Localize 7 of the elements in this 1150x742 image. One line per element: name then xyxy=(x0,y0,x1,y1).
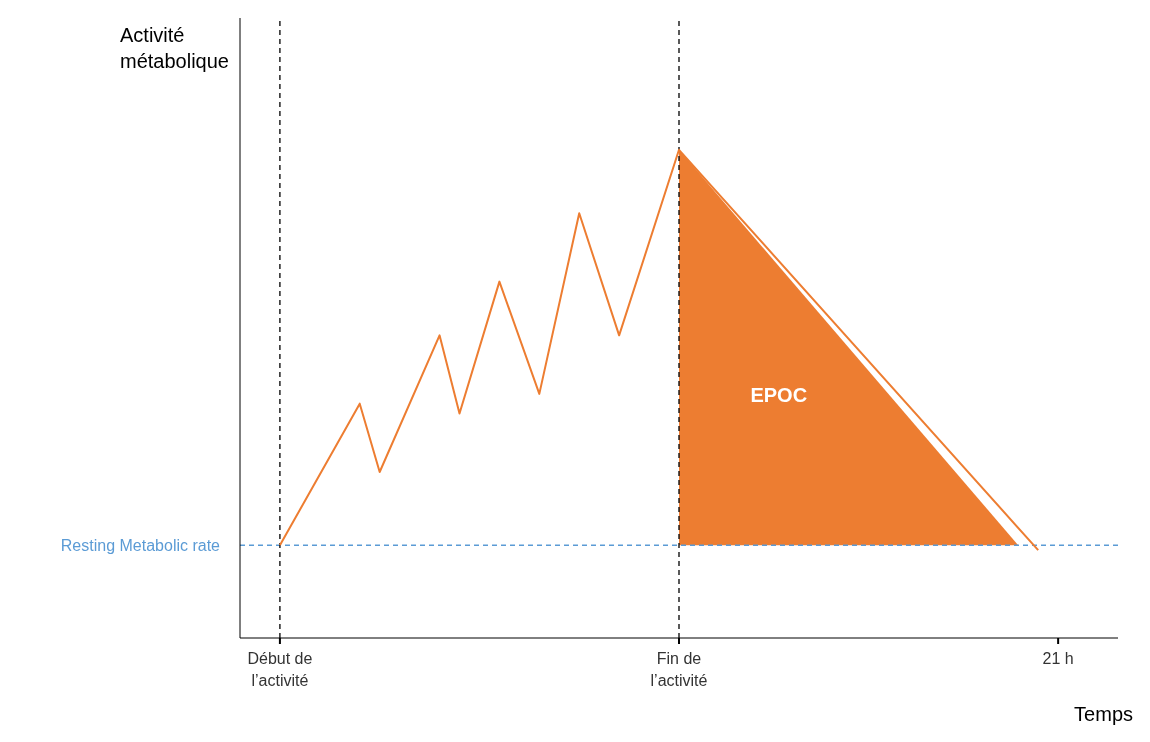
x-tick-label: Fin de l’activité xyxy=(650,650,708,689)
ref-line-label: Resting Metabolic rate xyxy=(60,536,221,554)
x-tick-label: 21 h xyxy=(1042,650,1074,667)
x-axis-title: Temps xyxy=(1074,703,1133,726)
annotation: EPOC xyxy=(750,384,808,407)
y-axis-title: Activité métabolique xyxy=(120,23,230,74)
x-tick-label: Début de l’activité xyxy=(247,650,313,689)
